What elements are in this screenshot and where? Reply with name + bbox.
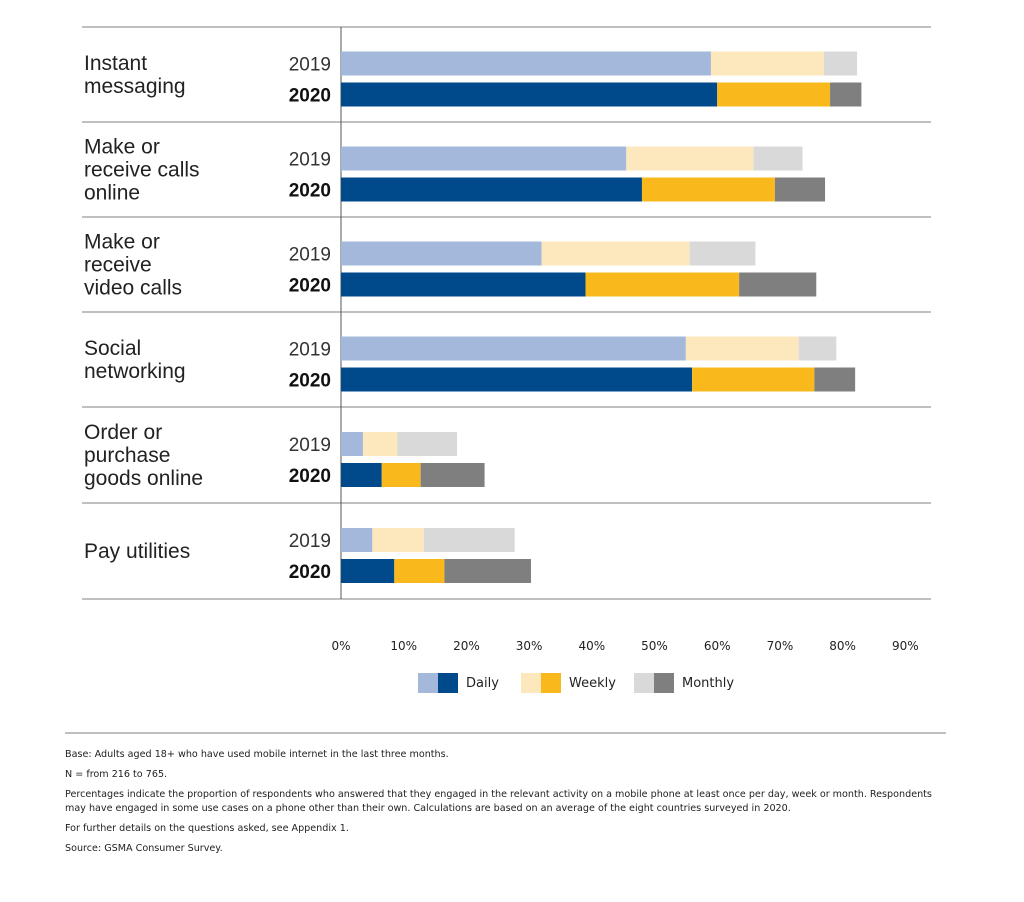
category-label: Social: [84, 337, 141, 360]
bar-segment-daily-2020: [341, 559, 395, 583]
legend-swatch-2019-weekly: [521, 673, 541, 693]
legend-swatch-2020-weekly: [541, 673, 561, 693]
bar-segment-daily-2020: [341, 367, 693, 392]
legend-swatch-2019-daily: [418, 673, 438, 693]
bar-segment-weekly-2020: [641, 177, 775, 202]
bar-segment-daily-2019: [341, 336, 686, 361]
bar-segment-monthly-2019: [798, 336, 837, 361]
note-percentages: Percentages indicate the proportion of r…: [65, 788, 932, 814]
bar-segment-daily-2019: [341, 146, 627, 171]
bar-segment-weekly-2020: [381, 463, 421, 487]
bar-segment-daily-2019: [341, 528, 373, 552]
category-label: Pay utilities: [84, 540, 190, 563]
bar-segment-monthly-2019: [397, 432, 457, 456]
bar-segment-weekly-2019: [372, 528, 424, 552]
bar-segment-daily-2019: [341, 432, 363, 456]
category-label: receive calls: [84, 159, 200, 182]
year-label: 2019: [289, 531, 331, 552]
legend-label: Weekly: [569, 676, 616, 691]
note-source: Source: GSMA Consumer Survey.: [65, 842, 223, 854]
x-tick-label: 10%: [390, 639, 417, 653]
year-label: 2019: [289, 150, 331, 171]
x-tick-label: 20%: [453, 639, 480, 653]
category-label: Make or: [84, 136, 160, 159]
bar-segment-monthly-2020: [830, 82, 862, 107]
legend-swatch-2019-monthly: [634, 673, 654, 693]
bar-segment-monthly-2020: [774, 177, 826, 202]
bar-segment-monthly-2019: [753, 146, 803, 171]
category-label: online: [84, 182, 140, 205]
bar-segment-monthly-2020: [814, 367, 856, 392]
bar-segment-daily-2020: [341, 272, 586, 297]
year-label: 2020: [289, 276, 331, 297]
category-label: Instant: [84, 52, 147, 75]
category-label: purchase: [84, 444, 170, 467]
x-tick-label: 60%: [704, 639, 731, 653]
x-tick-label: 80%: [829, 639, 856, 653]
chart-notes: Base: Adults aged 18+ who have used mobi…: [65, 748, 955, 861]
bar-segment-monthly-2020: [444, 559, 531, 583]
category-label: goods online: [84, 467, 203, 490]
x-tick-label: 70%: [767, 639, 794, 653]
bar-segment-weekly-2019: [710, 51, 824, 76]
bar-segment-daily-2020: [341, 82, 718, 107]
year-label: 2020: [289, 371, 331, 392]
bar-segment-weekly-2019: [626, 146, 754, 171]
bar-segment-daily-2020: [341, 463, 382, 487]
legend-swatch-2020-monthly: [654, 673, 674, 693]
year-label: 2020: [289, 181, 331, 202]
category-label: video calls: [84, 277, 182, 300]
x-tick-label: 50%: [641, 639, 668, 653]
category-label: receive: [84, 254, 152, 277]
year-label: 2020: [289, 86, 331, 107]
year-label: 2019: [289, 340, 331, 361]
category-label: messaging: [84, 75, 186, 98]
legend-label: Daily: [466, 676, 499, 691]
year-label: 2019: [289, 245, 331, 266]
bar-segment-weekly-2020: [585, 272, 740, 297]
category-label: Make or: [84, 231, 160, 254]
category-label: networking: [84, 360, 186, 383]
bar-segment-weekly-2020: [717, 82, 831, 107]
x-tick-label: 40%: [578, 639, 605, 653]
x-tick-label: 0%: [331, 639, 350, 653]
bar-segment-monthly-2019: [689, 241, 756, 266]
x-tick-label: 30%: [516, 639, 543, 653]
bar-segment-weekly-2019: [685, 336, 799, 361]
note-base: Base: Adults aged 18+ who have used mobi…: [65, 749, 449, 760]
year-label: 2019: [289, 55, 331, 76]
legend-swatch-2020-daily: [438, 673, 458, 693]
bar-segment-monthly-2019: [423, 528, 515, 552]
bar-segment-weekly-2019: [362, 432, 398, 456]
bar-segment-weekly-2019: [541, 241, 690, 266]
bar-segment-monthly-2020: [739, 272, 817, 297]
bar-segment-daily-2019: [341, 51, 711, 76]
bar-segment-weekly-2020: [692, 367, 815, 392]
year-label: 2019: [289, 435, 331, 456]
legend-label: Monthly: [682, 676, 734, 691]
note-sample-size: N = from 216 to 765.: [65, 768, 168, 780]
bar-segment-daily-2019: [341, 241, 542, 266]
note-details: For further details on the questions ask…: [65, 822, 349, 834]
year-label: 2020: [289, 562, 331, 583]
bar-segment-weekly-2020: [394, 559, 445, 583]
bar-segment-monthly-2019: [823, 51, 858, 76]
bar-segment-monthly-2020: [420, 463, 485, 487]
x-tick-label: 90%: [892, 639, 919, 653]
category-label: Order or: [84, 421, 162, 444]
bar-segment-daily-2020: [341, 177, 642, 202]
year-label: 2020: [289, 466, 331, 487]
